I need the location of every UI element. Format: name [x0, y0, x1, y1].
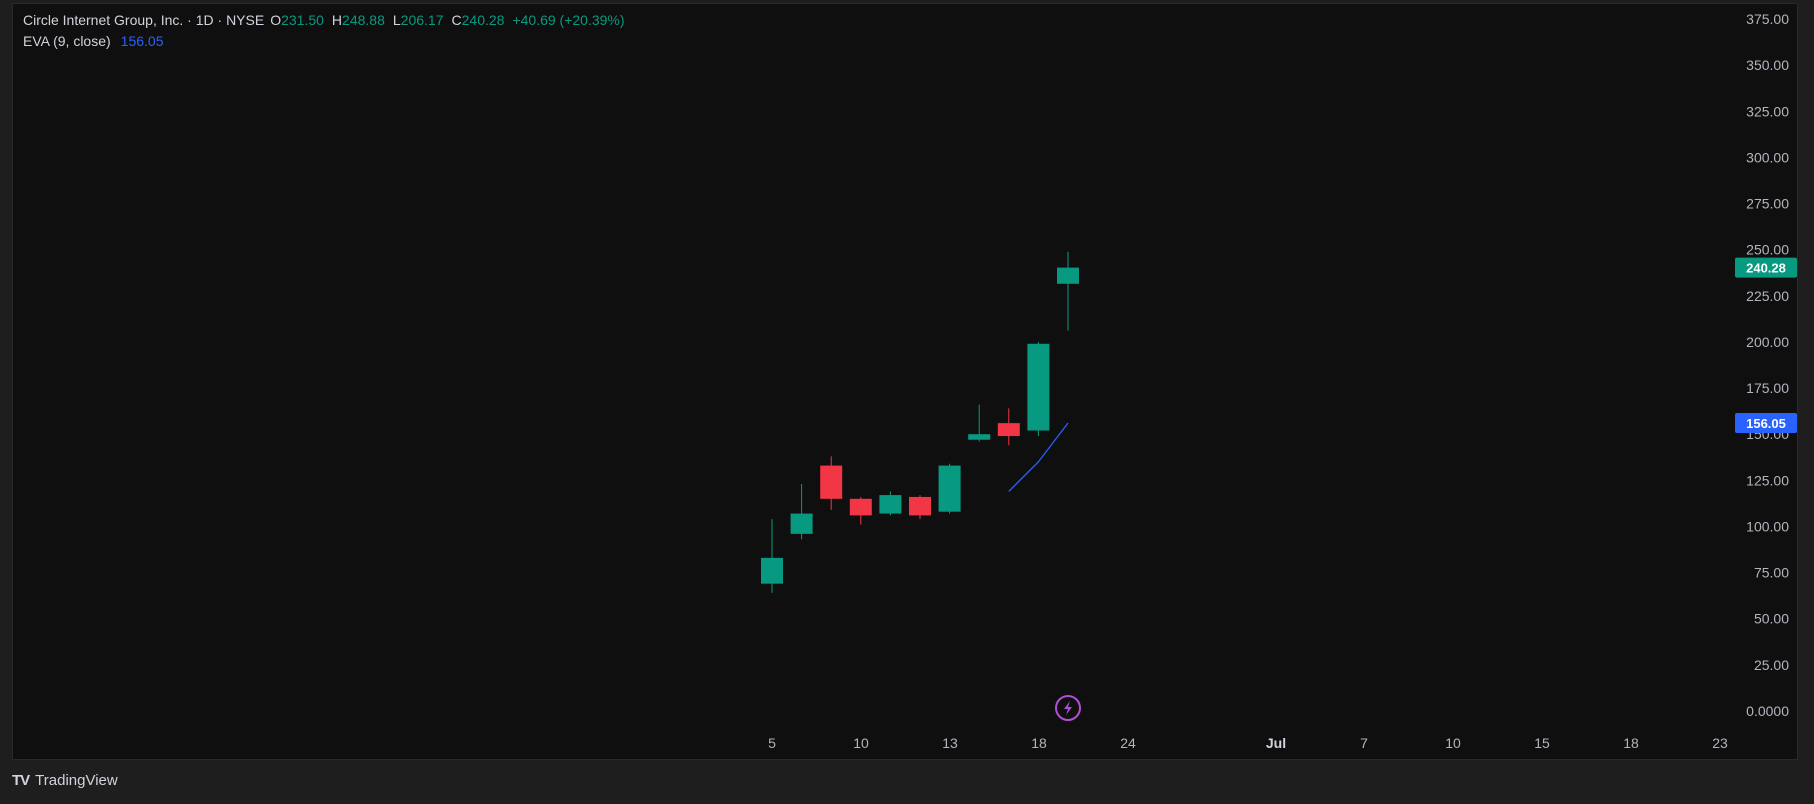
y-tick-label: 250.00: [1746, 242, 1789, 258]
x-tick-label: 13: [942, 735, 958, 751]
x-tick-label: 23: [1712, 735, 1728, 751]
ema-line: [1008, 422, 1069, 492]
lightning-bolt-icon: [1064, 701, 1072, 715]
chart-frame[interactable]: [12, 3, 1798, 760]
tradingview-logo[interactable]: TV TradingView: [12, 772, 118, 789]
y-tick-label: 300.00: [1746, 149, 1789, 165]
symbol-legend: Circle Internet Group, Inc. · 1D · NYSE …: [23, 12, 625, 28]
high-label: H: [331, 12, 343, 28]
candle-body: [1027, 343, 1050, 431]
close-value: 240.28: [461, 12, 505, 28]
candle-body: [820, 465, 843, 499]
candle-body: [761, 557, 783, 584]
symbol-title: Circle Internet Group, Inc. · 1D · NYSE: [23, 12, 265, 28]
low-label: L: [392, 12, 401, 28]
y-tick-label: 375.00: [1746, 11, 1789, 27]
last-price-badge: [1735, 257, 1797, 278]
x-tick-label: Jul: [1266, 735, 1286, 751]
change-value: +40.69 (+20.39%): [512, 12, 625, 28]
y-tick-label: 350.00: [1746, 57, 1789, 73]
candle-body: [938, 465, 961, 512]
y-tick-label: 175.00: [1746, 380, 1789, 396]
open-value: 231.50: [281, 12, 324, 28]
candle-body: [1057, 267, 1079, 284]
candle-body: [968, 434, 991, 440]
y-tick-label: 50.00: [1754, 611, 1789, 627]
x-tick-label: 5: [768, 735, 776, 751]
candle-body: [997, 423, 1020, 437]
close-label: C: [451, 12, 462, 28]
low-value: 206.17: [400, 12, 444, 28]
x-tick-label: 18: [1623, 735, 1639, 751]
open-label: O: [270, 12, 282, 28]
indicator-legend: EVA (9, close) 156.05: [23, 33, 164, 49]
last-price-label: 240.28: [1746, 261, 1786, 276]
tradingview-brand: TradingView: [35, 772, 118, 789]
y-tick-label: 100.00: [1746, 518, 1789, 534]
indicator-label: EVA (9, close): [23, 33, 111, 49]
high-value: 248.88: [342, 12, 385, 28]
candle-body: [879, 495, 902, 514]
x-tick-label: 10: [853, 735, 869, 751]
ema-price-badge: [1735, 413, 1797, 434]
y-tick-label: 75.00: [1754, 565, 1789, 581]
y-tick-label: 200.00: [1746, 334, 1789, 350]
candle-body: [790, 513, 813, 534]
candle-body: [849, 498, 872, 516]
y-tick-label: 0.0000: [1746, 703, 1789, 719]
lightning-icon: [1055, 695, 1081, 721]
x-tick-label: 10: [1445, 735, 1461, 751]
candle-body: [909, 496, 931, 516]
x-tick-label: 7: [1360, 735, 1368, 751]
ema-price-label: 156.05: [1746, 416, 1786, 431]
x-tick-label: 18: [1031, 735, 1047, 751]
y-tick-label: 25.00: [1754, 657, 1789, 673]
y-tick-label: 225.00: [1746, 288, 1789, 304]
indicator-value: 156.05: [120, 33, 164, 49]
y-tick-label: 325.00: [1746, 103, 1789, 119]
tradingview-mark-icon: TV: [12, 772, 30, 789]
y-tick-label: 275.00: [1746, 196, 1789, 212]
x-tick-label: 15: [1534, 735, 1550, 751]
x-tick-label: 24: [1120, 735, 1136, 751]
y-tick-label: 125.00: [1746, 472, 1789, 488]
